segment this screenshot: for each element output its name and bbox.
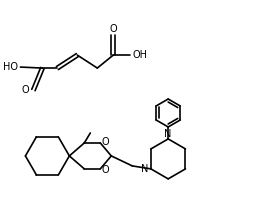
Text: O: O xyxy=(101,137,109,147)
Text: N: N xyxy=(164,129,172,139)
Text: O: O xyxy=(101,165,109,175)
Text: N: N xyxy=(140,164,148,174)
Text: OH: OH xyxy=(132,50,147,60)
Text: HO: HO xyxy=(3,62,19,72)
Text: O: O xyxy=(109,24,117,34)
Text: O: O xyxy=(22,85,29,95)
